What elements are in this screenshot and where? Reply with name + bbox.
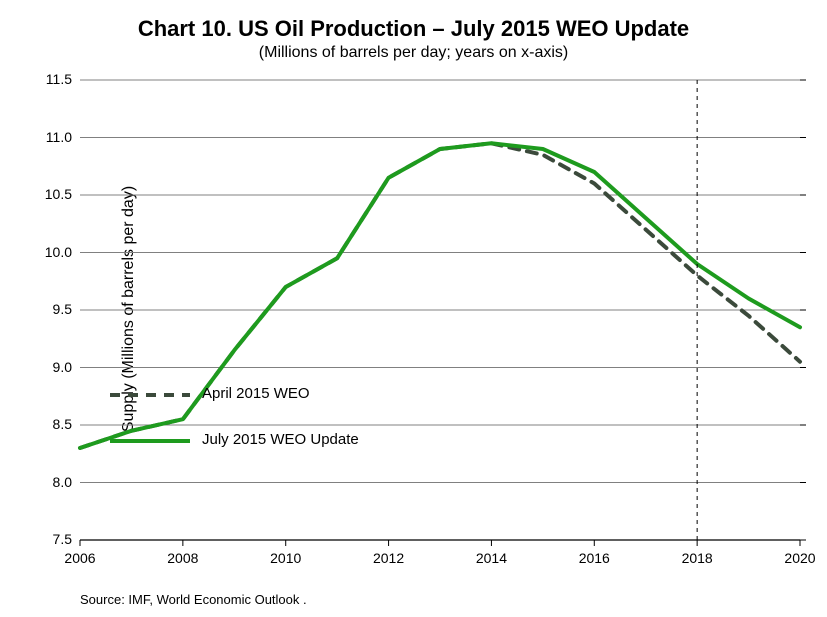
y-tick-label: 9.5 <box>12 301 72 317</box>
y-tick-label: 8.0 <box>12 474 72 490</box>
chart-svg <box>0 0 827 617</box>
x-tick-label: 2006 <box>64 550 95 566</box>
y-tick-label: 11.0 <box>12 129 72 145</box>
x-tick-label: 2014 <box>476 550 507 566</box>
x-tick-label: 2018 <box>682 550 713 566</box>
series-line <box>80 143 800 448</box>
x-tick-label: 2012 <box>373 550 404 566</box>
y-tick-label: 11.5 <box>12 71 72 87</box>
x-tick-label: 2008 <box>167 550 198 566</box>
y-tick-label: 10.0 <box>12 244 72 260</box>
x-tick-label: 2010 <box>270 550 301 566</box>
y-tick-label: 8.5 <box>12 416 72 432</box>
series-line <box>80 143 800 448</box>
legend-label: April 2015 WEO <box>202 385 310 402</box>
chart-container: Chart 10. US Oil Production – July 2015 … <box>0 0 827 617</box>
x-tick-label: 2020 <box>784 550 815 566</box>
y-tick-label: 7.5 <box>12 531 72 547</box>
x-tick-label: 2016 <box>579 550 610 566</box>
legend-label: July 2015 WEO Update <box>202 431 359 448</box>
y-tick-label: 9.0 <box>12 359 72 375</box>
y-tick-label: 10.5 <box>12 186 72 202</box>
